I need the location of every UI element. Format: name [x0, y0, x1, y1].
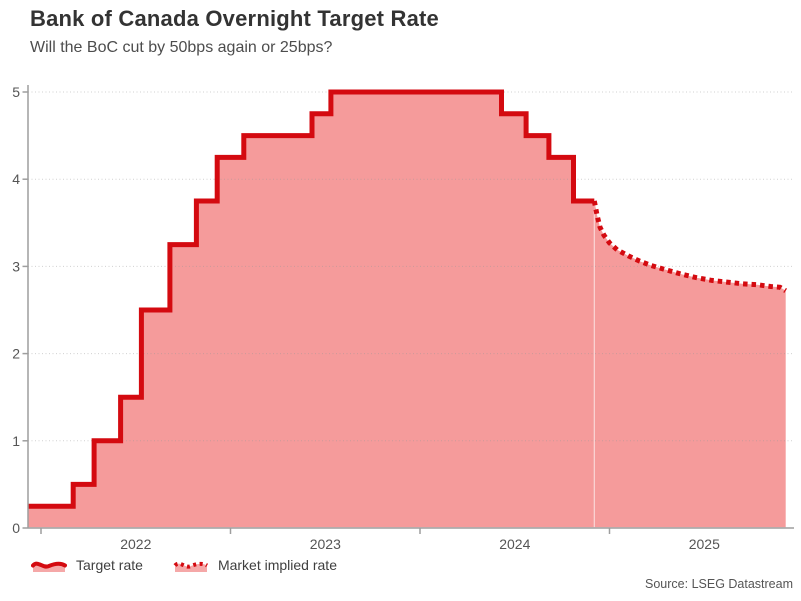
x-axis-tick-label: 2023	[310, 536, 341, 552]
legend-label-market-implied-rate: Market implied rate	[217, 557, 337, 573]
chart-title: Bank of Canada Overnight Target Rate	[30, 6, 439, 31]
x-axis-tick-label: 2024	[499, 536, 530, 552]
target-rate-line	[27, 89, 595, 509]
market-implied-line	[591, 200, 788, 293]
x-axis-tick-label: 2025	[689, 536, 720, 552]
x-axis-tick-label: 2022	[120, 536, 151, 552]
legend-label-target-rate: Target rate	[76, 557, 143, 573]
chart-legend: Target rate Market implied rate	[31, 557, 337, 573]
legend-item-target-rate: Target rate	[31, 557, 143, 573]
dotted-area-wave-icon	[173, 561, 208, 572]
y-axis-tick-label: 2	[12, 346, 20, 362]
source-attribution: Source: LSEG Datastream	[645, 577, 793, 591]
legend-item-market-implied-rate: Market implied rate	[173, 557, 337, 573]
y-axis-tick-label: 4	[12, 171, 20, 187]
market-implied-area	[594, 201, 786, 528]
y-axis-tick-label: 0	[12, 520, 20, 536]
target-rate-area	[27, 92, 595, 528]
solid-area-wave-icon	[31, 561, 67, 572]
chart-subtitle: Will the BoC cut by 50bps again or 25bps…	[30, 39, 333, 56]
y-axis-tick-label: 1	[12, 433, 20, 449]
y-axis-tick-label: 3	[12, 258, 20, 274]
y-axis-tick-label: 5	[12, 84, 20, 100]
